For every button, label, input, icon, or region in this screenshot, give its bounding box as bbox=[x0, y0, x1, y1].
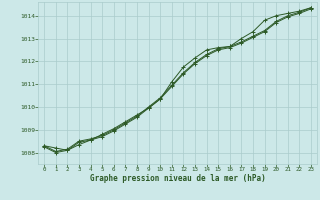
X-axis label: Graphe pression niveau de la mer (hPa): Graphe pression niveau de la mer (hPa) bbox=[90, 174, 266, 183]
